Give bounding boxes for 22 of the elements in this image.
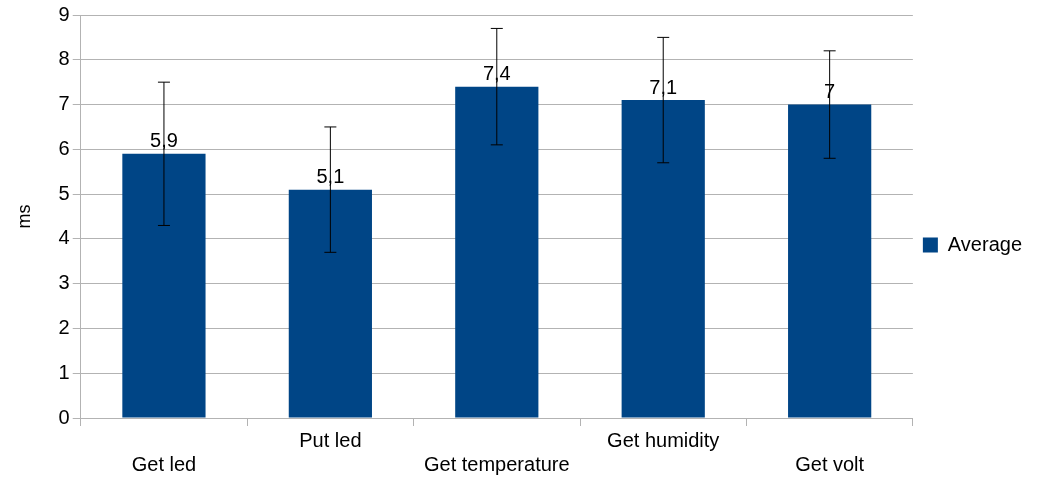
x-tick-label: Get led [131,452,197,475]
legend-label: Average [947,232,1023,255]
bar [455,86,539,418]
x-tick-label: Get volt [795,452,865,475]
y-tick-label: 2 [58,315,70,338]
y-tick-label: 4 [58,226,70,249]
y-tick-label: 6 [58,136,70,159]
bar [788,104,872,418]
y-tick-label: 9 [58,2,70,25]
y-tick-label: 8 [58,47,70,70]
y-tick-label: 0 [58,405,70,428]
x-tick-label: Get temperature [423,452,570,475]
bar [122,153,206,418]
x-tick-label: Get humidity [607,428,720,451]
x-tick-label: Put led [299,428,362,451]
bar [288,189,372,418]
y-axis-title: ms [13,204,34,229]
y-tick-label: 5 [58,181,70,204]
y-tick-label: 3 [58,271,70,294]
y-tick-label: 7 [58,92,70,115]
y-tick-label: 1 [58,360,70,383]
bar [621,100,705,418]
